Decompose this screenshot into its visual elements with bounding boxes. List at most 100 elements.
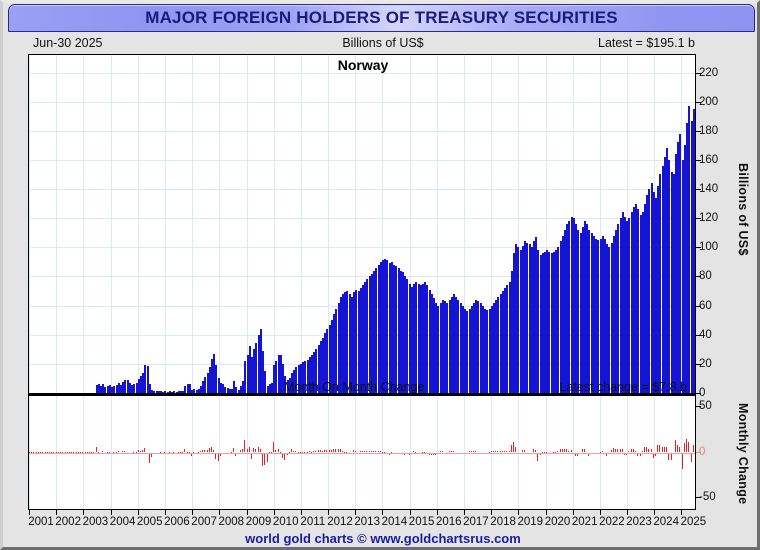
holdings-bar [570, 216, 573, 393]
change-bar [492, 450, 494, 453]
change-y-axis-tick-label: 50 [699, 399, 712, 412]
change-bar [140, 450, 141, 453]
y-axis-tick-mark [696, 130, 701, 132]
holdings-bar [421, 283, 424, 393]
holdings-bar [488, 308, 491, 393]
change-bar [257, 447, 259, 453]
holdings-bar [173, 391, 176, 393]
holdings-bar [399, 270, 402, 393]
change-bar [635, 450, 637, 453]
holdings-bar [337, 302, 340, 393]
y-axis-tick-label: 220 [699, 66, 719, 79]
holdings-bar [455, 296, 458, 393]
holdings-bar [171, 391, 174, 393]
holdings-bar [357, 291, 360, 393]
holdings-bar [310, 355, 313, 393]
holdings-bar [497, 296, 500, 393]
holdings-bar [168, 391, 171, 393]
change-bar [330, 449, 332, 453]
change-bar [273, 441, 275, 453]
change-bar [328, 449, 330, 453]
holdings-bar [137, 379, 140, 393]
change-bar [248, 447, 250, 453]
change-bar [490, 450, 492, 453]
holdings-bar [231, 388, 234, 393]
change-bar [302, 451, 304, 453]
holdings-bar [186, 384, 189, 393]
latest-change-label: Latest change = $7.8 b [559, 380, 687, 394]
holdings-bar [477, 301, 480, 393]
holdings-bar [552, 251, 555, 393]
holdings-bar [690, 120, 693, 393]
holdings-bar [177, 391, 180, 393]
holdings-bar [288, 378, 291, 393]
holdings-bar [619, 218, 622, 393]
holdings-bar [461, 305, 464, 393]
change-bar [575, 452, 577, 457]
change-bar [188, 451, 190, 453]
change-bar [615, 448, 617, 453]
gridline-vertical [599, 55, 601, 393]
change-bar [91, 451, 93, 453]
holdings-bar [473, 302, 475, 393]
units-label: Billions of US$ [342, 36, 424, 50]
change-bar [692, 445, 694, 453]
change-bar [342, 450, 344, 453]
holdings-bar [228, 389, 231, 393]
change-bar [295, 450, 297, 453]
holdings-bar [548, 251, 551, 393]
holdings-bar [572, 218, 575, 393]
change-bar [468, 450, 470, 453]
x-axis-tick-label: 2018 [490, 516, 516, 528]
change-bar [661, 447, 663, 453]
x-axis-tick-mark [409, 510, 411, 515]
change-bar [659, 445, 661, 453]
holdings-bar [259, 328, 262, 393]
holdings-bar [97, 383, 100, 393]
holdings-bar [386, 259, 389, 393]
change-bar [424, 451, 426, 453]
change-bar [304, 451, 306, 453]
change-bar [199, 450, 201, 453]
holdings-bar [628, 218, 631, 393]
change-bar [521, 449, 523, 453]
change-bar [326, 449, 328, 453]
x-axis-tick-label: 2002 [55, 516, 81, 528]
holdings-bar [199, 385, 202, 393]
change-bar [308, 450, 310, 453]
holdings-bar [635, 203, 638, 393]
change-bar [282, 452, 284, 458]
holdings-bar [262, 350, 265, 393]
holdings-bar [111, 387, 114, 393]
holdings-bar [626, 221, 629, 393]
change-bar [570, 449, 572, 453]
x-axis-tick-mark [137, 510, 139, 515]
holdings-bar [559, 241, 562, 393]
change-bar [641, 450, 643, 453]
holdings-bar [595, 238, 598, 393]
change-bar [204, 449, 206, 453]
change-bar [379, 450, 381, 453]
gridline-vertical [328, 55, 329, 393]
change-bar [275, 449, 277, 453]
change-bar [286, 452, 288, 456]
x-axis-tick-label: 2013 [354, 516, 380, 528]
holdings-bar [441, 299, 444, 393]
holdings-bar [584, 221, 586, 393]
change-bar [179, 451, 181, 453]
holdings-bar [672, 174, 675, 393]
gridline-horizontal [29, 218, 695, 220]
change-bar [473, 450, 474, 453]
gridline-horizontal [29, 189, 695, 190]
holdings-bar [615, 229, 618, 393]
y-axis-tick-mark [696, 334, 701, 336]
page-title: MAJOR FOREIGN HOLDERS OF TREASURY SECURI… [145, 8, 618, 27]
change-bar [448, 450, 450, 453]
holdings-bar [530, 247, 533, 393]
change-bar [470, 450, 472, 453]
change-bar [213, 449, 215, 453]
holdings-bar [159, 391, 162, 393]
holdings-bar [100, 385, 103, 393]
change-y-axis-tick-label: 0 [699, 445, 706, 458]
change-bar [40, 451, 42, 453]
